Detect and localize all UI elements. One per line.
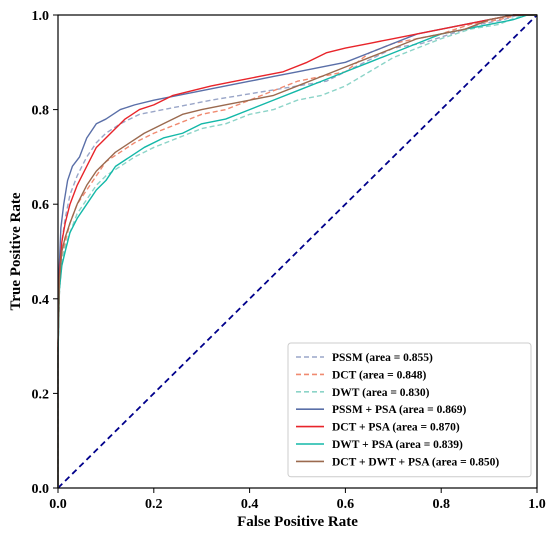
x-tick-label: 0.2 bbox=[145, 497, 163, 512]
y-tick-label: 1.0 bbox=[32, 9, 50, 24]
legend-label: PSSM + PSA (area = 0.869) bbox=[332, 404, 466, 416]
plot-frame bbox=[57, 14, 538, 489]
y-axis-title: True Positive Rate bbox=[8, 192, 24, 310]
legend: PSSM (area = 0.855) DCT (area = 0.848) DWT… bbox=[287, 342, 532, 478]
chance-line bbox=[57, 14, 538, 489]
x-tick-label: 1.0 bbox=[528, 497, 546, 512]
y-tick-label: 0.6 bbox=[32, 198, 50, 213]
x-tick-label: 0.0 bbox=[49, 497, 67, 512]
legend-box bbox=[287, 342, 532, 478]
legend-label: PSSM (area = 0.855) bbox=[332, 352, 433, 364]
series-line-7 bbox=[57, 14, 537, 488]
legend-label: DCT + PSA (area = 0.870) bbox=[332, 422, 460, 434]
y-tick-label: 0.0 bbox=[32, 482, 50, 497]
y-tick-label: 0.4 bbox=[32, 293, 50, 308]
x-tick-label: 0.8 bbox=[432, 497, 450, 512]
legend-label: DCT (area = 0.848) bbox=[332, 369, 426, 381]
y-tick-label: 0.8 bbox=[32, 104, 50, 119]
x-axis-title: False Positive Rate bbox=[237, 514, 358, 530]
x-tick-label: 0.4 bbox=[241, 497, 259, 512]
x-axis: 0.0 0.2 0.4 0.6 0.8 1.0 bbox=[49, 488, 546, 512]
y-tick-label: 0.2 bbox=[32, 387, 50, 402]
x-tick-label: 0.6 bbox=[337, 497, 355, 512]
y-axis: 0.0 0.2 0.4 0.6 0.8 1.0 bbox=[32, 9, 58, 497]
series-line-1 bbox=[57, 14, 537, 488]
legend-label: DCT + DWT + PSA (area = 0.850) bbox=[332, 456, 499, 468]
plot-lines bbox=[57, 14, 538, 489]
legend-label: DWT + PSA (area = 0.839) bbox=[332, 439, 463, 451]
series-line-5 bbox=[57, 14, 537, 488]
legend-label: DWT (area = 0.830) bbox=[332, 387, 430, 399]
